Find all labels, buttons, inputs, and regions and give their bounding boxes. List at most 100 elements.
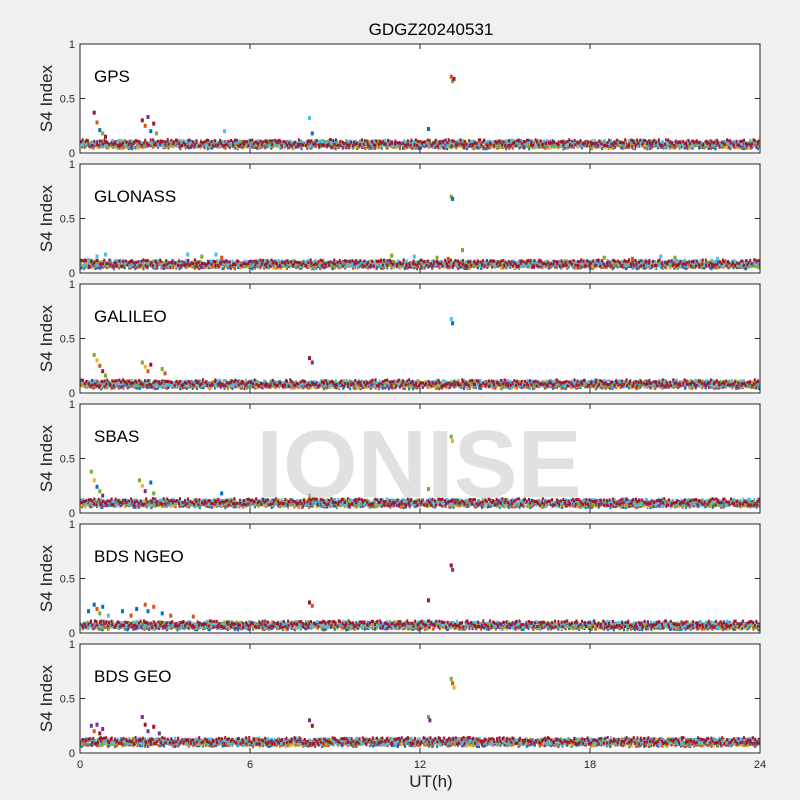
noise-mark (602, 266, 605, 269)
noise-mark (106, 144, 109, 148)
noise-mark (166, 140, 169, 144)
noise-mark (454, 143, 457, 147)
noise-mark (720, 142, 723, 146)
noise-mark (727, 142, 730, 146)
noise-mark (445, 265, 448, 268)
noise-mark (134, 139, 137, 143)
noise-mark (94, 267, 97, 270)
noise-mark (266, 142, 269, 146)
noise-mark (136, 139, 138, 143)
noise-mark (253, 264, 256, 268)
noise-mark (394, 140, 397, 144)
noise-mark (350, 145, 353, 149)
noise-mark (616, 265, 619, 269)
noise-mark (88, 144, 91, 148)
noise-mark (101, 144, 104, 148)
noise-mark (560, 140, 563, 143)
noise-mark (738, 143, 741, 147)
noise-mark (467, 265, 470, 269)
noise-mark (230, 139, 232, 142)
noise-mark (496, 139, 499, 143)
noise-mark (622, 145, 625, 149)
noise-mark (476, 264, 478, 268)
noise-mark (128, 141, 131, 145)
noise-mark (309, 144, 312, 148)
noise-mark (553, 145, 556, 149)
noise-mark (471, 139, 474, 143)
noise-mark (357, 141, 360, 145)
noise-mark (361, 138, 363, 142)
noise-mark (640, 141, 643, 145)
noise-mark (419, 145, 422, 149)
noise-mark (591, 141, 594, 145)
noise-mark (729, 143, 732, 147)
noise-mark (500, 263, 503, 267)
noise-mark (454, 261, 457, 265)
noise-mark (742, 142, 745, 146)
noise-mark (306, 142, 309, 146)
noise-mark (498, 141, 501, 145)
noise-mark (664, 138, 667, 142)
noise-mark (96, 265, 99, 269)
noise-mark (678, 140, 681, 144)
noise-mark (727, 139, 730, 143)
noise-mark (566, 140, 569, 143)
noise-mark (510, 260, 513, 264)
noise-mark (396, 141, 399, 145)
noise-mark (137, 146, 140, 150)
noise-mark (214, 265, 217, 269)
noise-mark (253, 144, 256, 148)
noise-mark (417, 147, 420, 151)
noise-mark (491, 265, 494, 269)
noise-mark (95, 264, 97, 268)
noise-mark (198, 142, 201, 146)
noise-mark (342, 141, 345, 145)
noise-mark (610, 142, 613, 146)
noise-mark (340, 142, 343, 146)
noise-mark (225, 143, 228, 147)
noise-mark (676, 266, 679, 270)
noise-mark (344, 266, 347, 270)
noise-mark (551, 145, 554, 149)
noise-mark (664, 265, 667, 269)
noise-mark (631, 139, 634, 143)
noise-mark (743, 138, 745, 142)
noise-mark (347, 140, 350, 143)
noise-floor (80, 258, 760, 271)
noise-mark (519, 262, 522, 266)
noise-mark (564, 144, 567, 148)
noise-mark (520, 139, 523, 142)
noise-mark (337, 266, 339, 270)
noise-mark (735, 139, 738, 143)
noise-mark (310, 141, 313, 145)
noise-mark (574, 143, 577, 147)
noise-mark (417, 139, 419, 143)
noise-mark (496, 264, 499, 268)
noise-mark (464, 140, 467, 144)
noise-mark (452, 139, 455, 143)
noise-mark (325, 264, 328, 268)
noise-mark (320, 262, 323, 266)
noise-mark (136, 141, 139, 145)
noise-mark (545, 265, 548, 269)
noise-mark (722, 141, 725, 145)
noise-mark (433, 146, 436, 149)
noise-mark (477, 142, 480, 146)
noise-mark (83, 142, 86, 146)
noise-mark (410, 138, 413, 142)
noise-mark (333, 140, 336, 144)
noise-mark (353, 140, 356, 144)
noise-mark (202, 141, 204, 145)
noise-mark (247, 139, 250, 143)
noise-mark (568, 138, 571, 142)
noise-mark (394, 260, 397, 264)
noise-mark (554, 144, 557, 148)
noise-mark (384, 138, 387, 142)
noise-mark (342, 146, 345, 149)
noise-mark (162, 146, 165, 150)
noise-mark (495, 145, 498, 148)
noise-mark (494, 140, 497, 143)
noise-mark (730, 144, 733, 148)
noise-mark (668, 144, 671, 148)
